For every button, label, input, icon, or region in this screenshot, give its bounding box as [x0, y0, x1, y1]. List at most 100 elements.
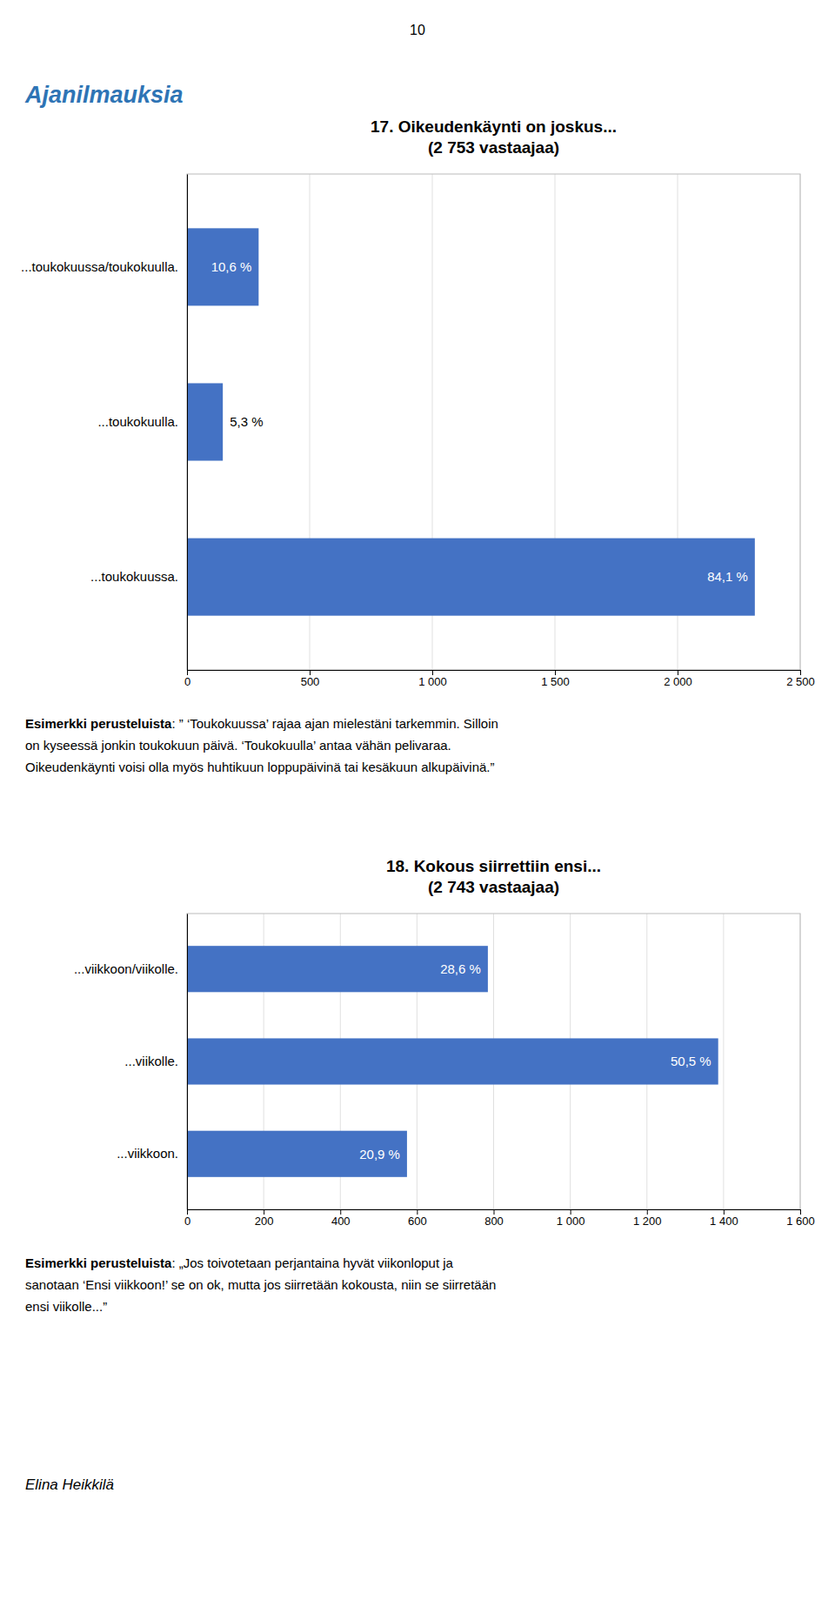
tick-mark: [647, 1209, 648, 1215]
grid: [187, 173, 801, 670]
grid-line: [722, 913, 724, 1210]
footer: Elina Heikkilä: [25, 1476, 114, 1493]
tick: 1 000: [418, 669, 448, 689]
plot-frame: [187, 173, 801, 670]
chart-title: 18. Kokous siirrettiin ensi...: [386, 856, 602, 876]
grid: [187, 913, 801, 1210]
tick: ...viikolle.: [124, 1053, 188, 1069]
bars: [187, 227, 755, 615]
tick: 2 000: [663, 669, 693, 689]
tick-label: ...toukokuussa.: [90, 568, 179, 584]
bar-label: 50,5 %: [670, 1053, 712, 1069]
text-bold: Esimerkki perusteluista: [25, 1255, 173, 1270]
tick: ...toukokuussa/toukokuulla.: [20, 259, 188, 274]
background: [0, 0, 835, 1600]
tick-label: 1 600: [786, 1214, 815, 1228]
bar: [187, 945, 488, 992]
tick-mark: [800, 669, 802, 675]
tick: ...viikkoon/viikolle.: [73, 961, 188, 976]
tick-label: 800: [484, 1214, 504, 1228]
tick-mark: [340, 1209, 341, 1215]
tick-label: 1 000: [556, 1214, 586, 1228]
chart-subtitle: (2 743 vastaajaa): [427, 877, 560, 896]
tick-label: 1 200: [633, 1214, 662, 1228]
plot-frame: [187, 913, 801, 1210]
tick-label: ...toukokuulla.: [97, 414, 179, 429]
chart: 17. Oikeudenkäynti on joskus... (2 753 va…: [20, 117, 815, 689]
text-normal: sanotaan ‘Ensi viikkoon!’ se on ok, mutt…: [25, 1276, 496, 1292]
tick-mark: [723, 1209, 725, 1215]
tick: 1 200: [633, 1209, 662, 1228]
tick: 1 400: [709, 1209, 739, 1228]
tick: ...toukokuulla.: [97, 414, 188, 429]
text-line: Esimerkki perusteluista: „Jos toivotetaa…: [25, 1255, 455, 1270]
chart-title: 17. Oikeudenkäynti on joskus...: [370, 117, 617, 136]
text-line: Oikeudenkäynti voisi olla myös huhtikuun…: [25, 759, 495, 775]
tick-label: ...viikkoon/viikolle.: [73, 961, 179, 976]
tick-mark: [800, 1209, 802, 1215]
tick-mark: [494, 1209, 495, 1215]
tick: 800: [484, 1209, 504, 1228]
tick-mark: [416, 1209, 418, 1215]
tick-label: 0: [184, 674, 191, 689]
tick-label: 500: [300, 674, 321, 689]
tick: 1 000: [556, 1209, 586, 1228]
bar-labels: 10,6 %5,3 %84,1 %: [211, 259, 749, 584]
x-axis: 0 500 1 000 1 500 2 000 2 500: [184, 669, 815, 689]
tick: ...toukokuussa.: [90, 568, 188, 584]
tick: 1 500: [541, 669, 570, 689]
bar-label: 20,9 %: [359, 1146, 401, 1162]
text-line: ensi viikolle...”: [25, 1298, 107, 1314]
tick-label: 1 000: [418, 674, 448, 689]
tick-label: ...viikolle.: [124, 1053, 179, 1069]
tick: 400: [331, 1209, 351, 1228]
text-normal: Oikeudenkäynti voisi olla myös huhtikuun…: [25, 759, 495, 775]
bar-label: 28,6 %: [440, 961, 481, 976]
bar: [187, 1130, 408, 1177]
text-normal: on kyseessä jonkin toukokuun päivä. ‘Tou…: [25, 737, 452, 753]
axis-line: [187, 669, 802, 671]
tick: 500: [300, 669, 321, 689]
bar: [187, 1037, 719, 1084]
text-normal: ensi viikolle...”: [25, 1298, 107, 1314]
tick: 0: [184, 669, 191, 689]
tick-mark: [187, 669, 188, 675]
axis-line: [187, 174, 188, 671]
text-line: on kyseessä jonkin toukokuun päivä. ‘Tou…: [25, 737, 452, 753]
text-line: sanotaan ‘Ensi viikkoon!’ se on ok, mutt…: [25, 1276, 496, 1292]
text-block: Esimerkki perusteluista: ” ‘Toukokuussa’…: [25, 715, 499, 775]
section-title: Ajanilmauksia: [24, 81, 184, 108]
tick-label: 1 500: [541, 674, 570, 689]
tick-label: 2 500: [786, 674, 815, 689]
text-block: Esimerkki perusteluista: „Jos toivotetaa…: [25, 1255, 496, 1314]
tick-mark: [677, 669, 679, 675]
tick-label: 400: [331, 1214, 351, 1228]
y-axis: ...toukokuussa/toukokuulla. ...toukokuull…: [20, 174, 188, 671]
chart: 18. Kokous siirrettiin ensi...(2 743 vas…: [73, 856, 815, 1228]
tick-mark: [570, 1209, 572, 1215]
x-axis: 0 200 400 600 800 1 000 1 200 1 400 1 600: [184, 1209, 815, 1228]
tick-label: 600: [407, 1214, 428, 1228]
tick-label: 2 000: [663, 674, 693, 689]
text-line: Esimerkki perusteluista: ” ‘Toukokuussa’…: [25, 715, 499, 731]
bar-label: 10,6 %: [211, 259, 253, 274]
bar: [187, 538, 755, 616]
page-number: 10: [409, 22, 426, 38]
tick-label: 200: [254, 1214, 274, 1228]
tick: ...viikkoon.: [116, 1145, 188, 1161]
tick-label: ...toukokuussa/toukokuulla.: [20, 259, 179, 274]
y-axis: ...viikkoon/viikolle. ...viikolle. ...viik…: [73, 914, 188, 1210]
tick-mark: [263, 1209, 265, 1215]
tick-label: 0: [184, 1214, 191, 1228]
bar-label: 5,3 %: [229, 414, 263, 429]
tick-mark: [309, 669, 311, 675]
tick-mark: [432, 669, 434, 675]
bar: [187, 382, 223, 461]
bar: [187, 227, 259, 306]
tick-label: 1 400: [709, 1214, 739, 1228]
tick-mark: [554, 669, 556, 675]
tick: 1 600: [786, 1209, 815, 1228]
chart-subtitle: (2 753 vastaajaa): [427, 138, 560, 157]
page: 10 Ajanilmauksia 17. Oikeudenkäynti on jos…: [0, 0, 835, 1600]
text-bold: Esimerkki perusteluista: [25, 715, 173, 731]
